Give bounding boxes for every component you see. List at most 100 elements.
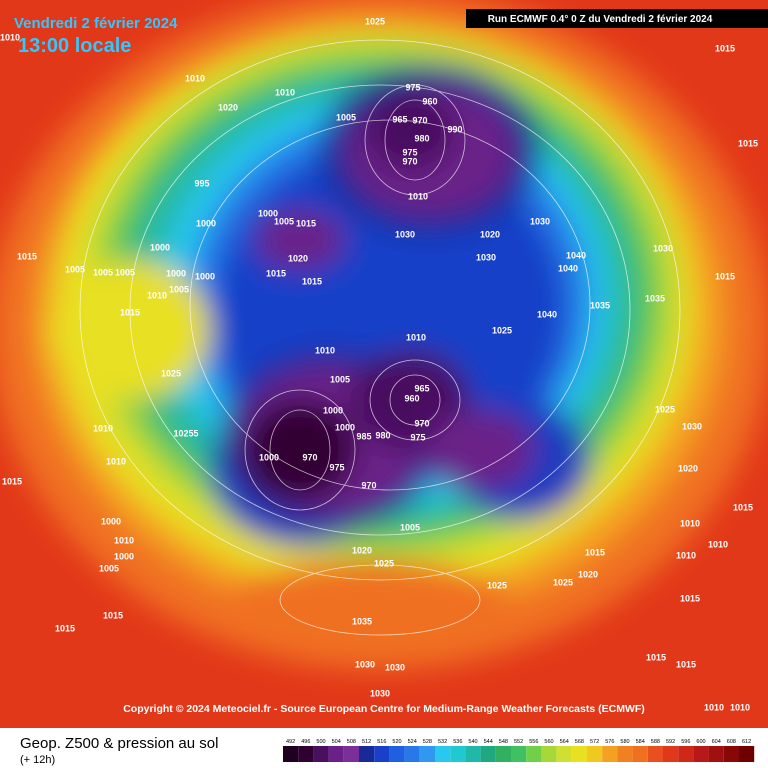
isobar-label: 1025 — [655, 404, 675, 414]
scale-swatch — [328, 746, 344, 762]
isobar-label: 1005 — [169, 284, 189, 294]
scale-swatch — [465, 746, 481, 762]
scale-label: 504 — [332, 739, 341, 745]
isobar-label: 1005 — [99, 563, 119, 573]
isobar-label: 1005 — [336, 112, 356, 122]
scale-swatch — [556, 746, 572, 762]
scale-label: 564 — [560, 739, 569, 745]
scale-label: 516 — [377, 739, 386, 745]
isobar-label: 1015 — [2, 476, 22, 486]
isobar-label: 1015 — [715, 43, 735, 53]
scale-swatch — [617, 746, 633, 762]
isobar-label: 1030 — [653, 243, 673, 253]
scale-swatch — [450, 746, 466, 762]
isobar-label: 1000 — [150, 242, 170, 252]
isobar-label: 1015 — [296, 218, 316, 228]
scale-swatch — [480, 746, 496, 762]
isobar-label: 970 — [402, 156, 417, 166]
scale-swatch — [632, 746, 648, 762]
isobar-label: 1030 — [370, 688, 390, 698]
isobar-label: 985 — [356, 431, 371, 441]
scale-label: 592 — [666, 739, 675, 745]
scale-label: 572 — [590, 739, 599, 745]
color-scale: 492 496 500 504 508 512 516 520 524 528 532 536 540 5… — [283, 739, 755, 762]
isobar-label: 1010 — [106, 456, 126, 466]
isobar-label: 975 — [405, 82, 420, 92]
scale-swatch — [723, 746, 739, 762]
isobar-label: 1005 — [330, 374, 350, 384]
isobar-label: 965 — [414, 383, 429, 393]
scale-label: 524 — [408, 739, 417, 745]
scale-label: 536 — [453, 739, 462, 745]
isobar-label: 1005 — [115, 267, 135, 277]
isobar-label: 1015 — [266, 268, 286, 278]
scale-swatch — [602, 746, 618, 762]
scale-label: 612 — [742, 739, 751, 745]
isobar-label: 1015 — [55, 623, 75, 633]
scale-label: 540 — [468, 739, 477, 745]
isobar-label: 1010 — [680, 518, 700, 528]
isobar-label: 1030 — [395, 229, 415, 239]
isobar-label: 1015 — [738, 138, 758, 148]
scale-swatch — [419, 746, 435, 762]
isobar-label: 1020 — [288, 253, 308, 263]
scale-swatch — [343, 746, 359, 762]
isobar-label: 1030 — [355, 659, 375, 669]
copyright: Copyright © 2024 Meteociel.fr - Source E… — [123, 703, 645, 715]
isobar-label: 1005 — [93, 267, 113, 277]
isobar-label: 1025 — [487, 580, 507, 590]
isobar-label: 1030 — [385, 662, 405, 672]
scale-label: 588 — [651, 739, 660, 745]
isobar-label: 1035 — [590, 300, 610, 310]
date-label: Vendredi 2 février 2024 — [14, 15, 178, 32]
scale-label: 552 — [514, 739, 523, 745]
scale-label: 508 — [347, 739, 356, 745]
scale-label: 604 — [712, 739, 721, 745]
isobar-label: 1010 — [0, 32, 20, 42]
scale-label: 500 — [316, 739, 325, 745]
isobar-label: 1015 — [676, 659, 696, 669]
scale-label: 580 — [620, 739, 629, 745]
isobar-label: 1025 — [492, 325, 512, 335]
isobar-label: 1010 — [275, 87, 295, 97]
scale-swatch — [495, 746, 511, 762]
isobar-label: 1000 — [166, 268, 186, 278]
scale-swatch — [313, 746, 329, 762]
isobar-label: 1025 — [553, 577, 573, 587]
isobar-label: 1010 — [147, 290, 167, 300]
scale-label: 560 — [544, 739, 553, 745]
legend-subtitle: (+ 12h) — [20, 754, 55, 766]
isobar-label: 1005 — [274, 216, 294, 226]
isobar-label: 1000 — [323, 405, 343, 415]
isobar-label: 1040 — [558, 263, 578, 273]
isobar-label: 965 — [392, 114, 407, 124]
isobar-label: 1030 — [530, 216, 550, 226]
isobar-label: 1030 — [682, 421, 702, 431]
scale-label: 596 — [681, 739, 690, 745]
scale-swatch — [647, 746, 663, 762]
isobar-label: 990 — [447, 124, 462, 134]
scale-swatch — [587, 746, 603, 762]
isobar-label: 1000 — [101, 516, 121, 526]
isobar-label: 970 — [414, 418, 429, 428]
isobar-label: 1000 — [259, 452, 279, 462]
isobar-label: 1005 — [400, 522, 420, 532]
isobar-label: 1015 — [120, 307, 140, 317]
scale-swatch — [283, 746, 299, 762]
isobar-label: 1040 — [537, 309, 557, 319]
isobar-label: 995 — [194, 178, 209, 188]
scale-label: 512 — [362, 739, 371, 745]
scale-swatch — [435, 746, 451, 762]
run-label: Run ECMWF 0.4° 0 Z du Vendredi 2 février… — [488, 14, 713, 25]
scale-label: 556 — [529, 739, 538, 745]
isobar-label: 975 — [402, 147, 417, 157]
isobar-label: 970 — [361, 480, 376, 490]
isobar-label: 975 — [410, 432, 425, 442]
time-label: 13:00 locale — [18, 35, 131, 57]
isobar-label: 1020 — [678, 463, 698, 473]
isobar-label: 1015 — [302, 276, 322, 286]
isobar-label: 970 — [412, 115, 427, 125]
isobar-label: 1010 — [704, 702, 724, 712]
